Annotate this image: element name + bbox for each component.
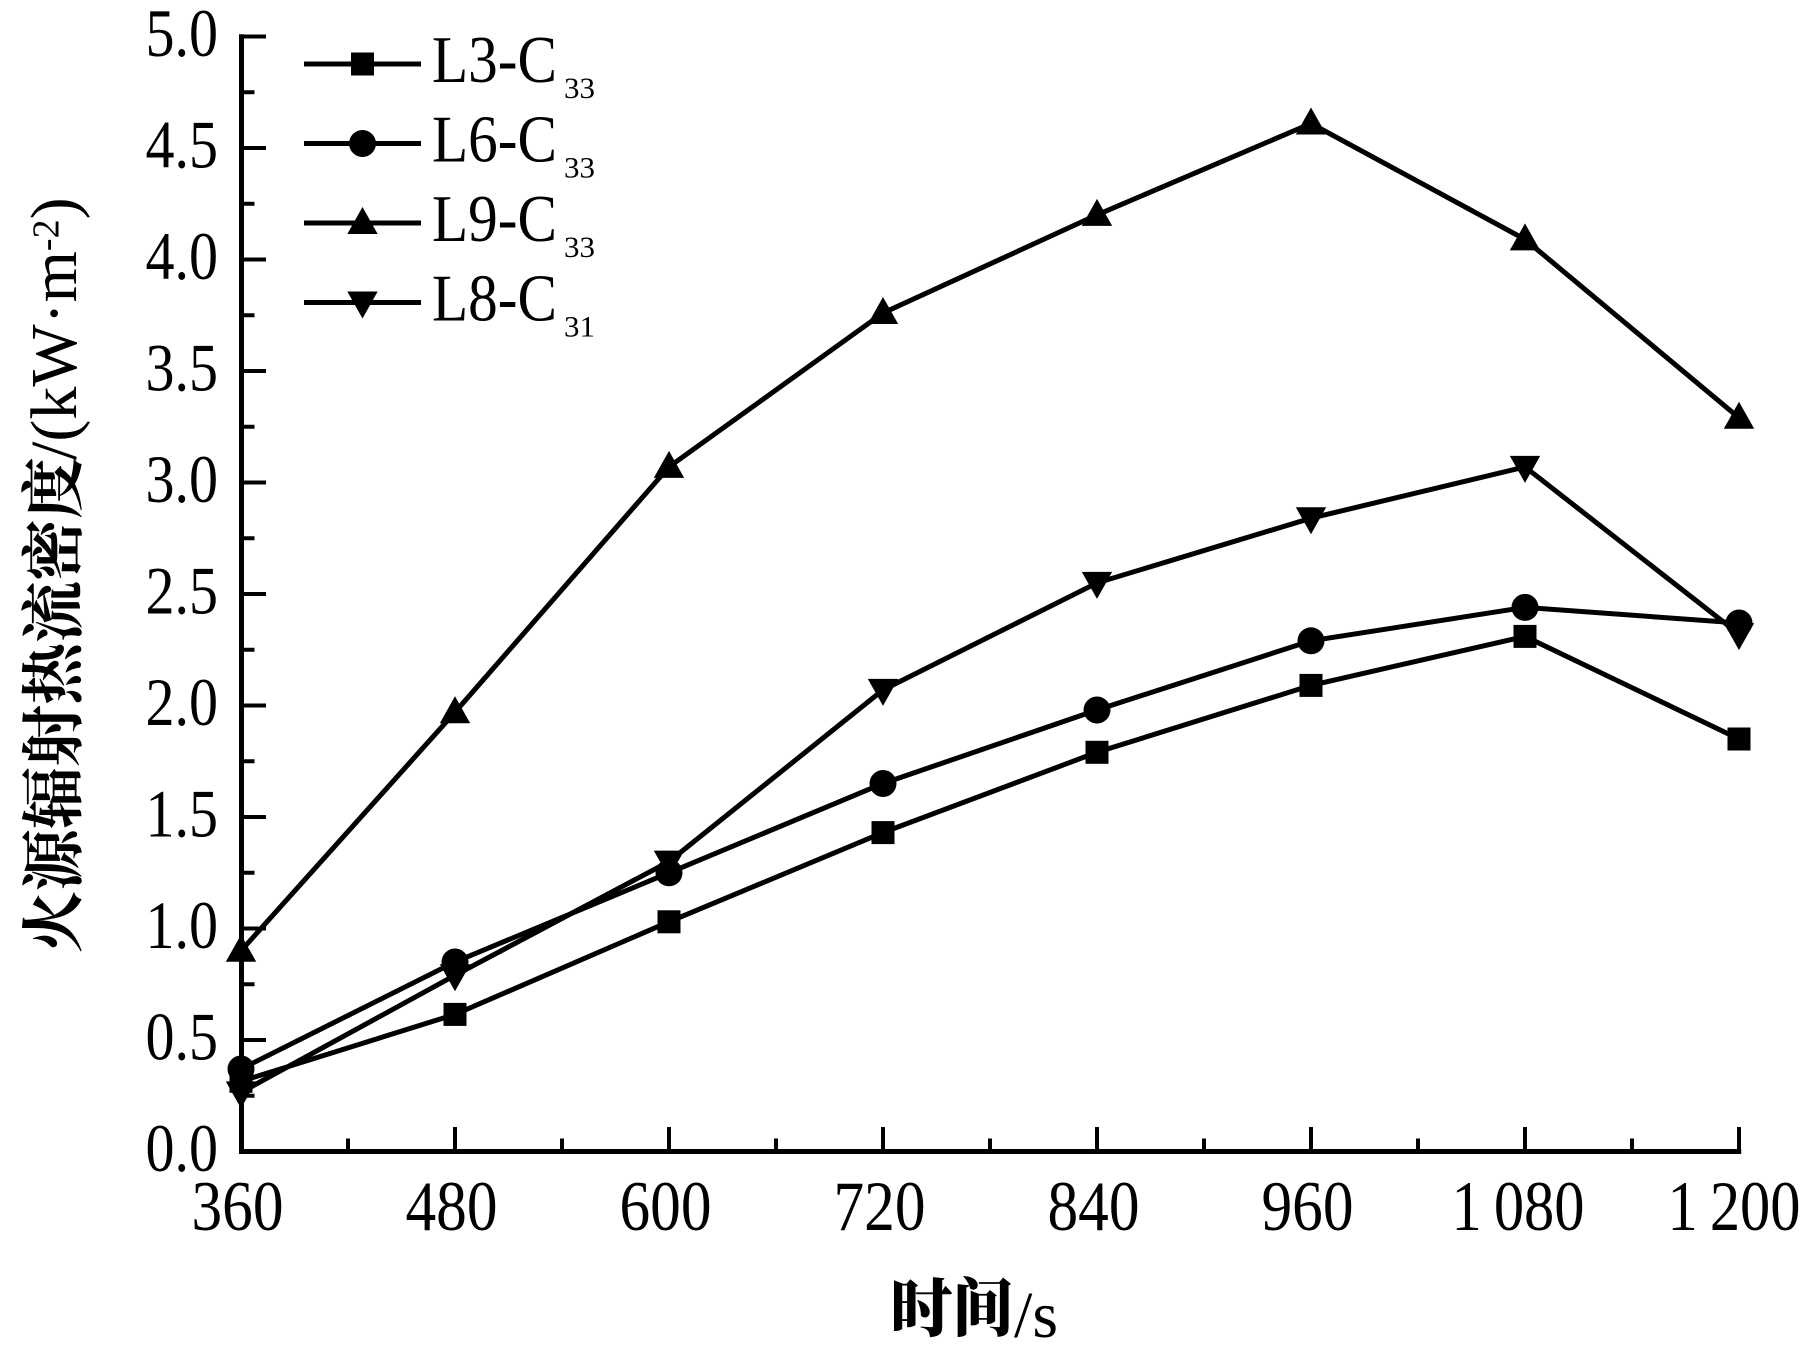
svg-text:0.5: 0.5: [146, 999, 219, 1075]
svg-text:L8-C: L8-C: [432, 262, 557, 336]
svg-text:960: 960: [1262, 1168, 1354, 1246]
svg-text:360: 360: [192, 1168, 284, 1246]
svg-text:600: 600: [620, 1168, 712, 1246]
svg-text:3.0: 3.0: [146, 441, 219, 517]
svg-text:L9-C: L9-C: [432, 182, 557, 256]
svg-text:5.0: 5.0: [146, 0, 219, 71]
svg-text:/s: /s: [1014, 1279, 1058, 1346]
svg-text:720: 720: [834, 1168, 926, 1246]
svg-text:1.0: 1.0: [146, 887, 219, 963]
svg-text:1.5: 1.5: [146, 776, 219, 852]
svg-text:2.5: 2.5: [146, 553, 219, 629]
svg-text:0.0: 0.0: [146, 1110, 219, 1186]
svg-text:L6-C: L6-C: [432, 103, 557, 177]
svg-text:3.5: 3.5: [146, 330, 219, 406]
svg-text:33: 33: [564, 72, 595, 105]
svg-text:840: 840: [1048, 1168, 1140, 1246]
svg-text:33: 33: [564, 231, 595, 264]
svg-text:2.0: 2.0: [146, 664, 219, 740]
svg-text:1 200: 1 200: [1668, 1168, 1801, 1246]
svg-text:4.5: 4.5: [146, 107, 219, 183]
svg-text:L3-C: L3-C: [432, 23, 557, 97]
svg-text:4.0: 4.0: [146, 218, 219, 294]
svg-text:31: 31: [564, 311, 595, 344]
svg-text:480: 480: [406, 1168, 498, 1246]
svg-text:33: 33: [564, 152, 595, 185]
svg-text:1 080: 1 080: [1452, 1168, 1585, 1246]
